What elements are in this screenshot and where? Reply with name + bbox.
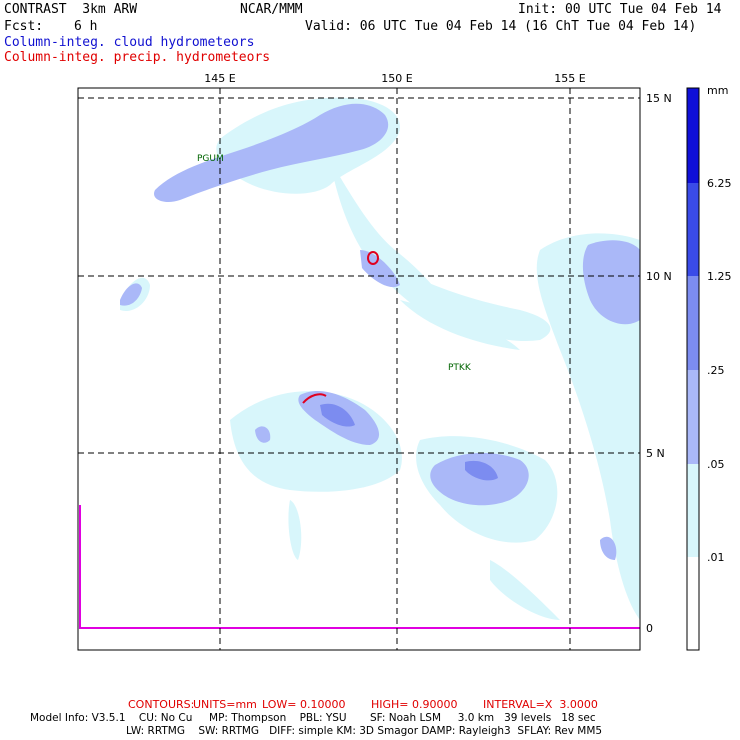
cloud-band-speck-1 [255, 426, 271, 443]
colorbar-level-.25: .25 [707, 364, 725, 377]
station-pgum: PGUM [197, 154, 224, 164]
init-time: Init: 00 UTC Tue 04 Feb 14 [518, 2, 722, 17]
model-title: CONTRAST 3km ARW [4, 2, 138, 17]
colorbar-level-1.25: 1.25 [707, 270, 732, 283]
colorbar-unit: mm [707, 84, 728, 97]
colorbar-level-.05: .05 [707, 458, 725, 471]
map-area [78, 88, 640, 650]
organization: NCAR/MMM [240, 2, 303, 17]
colorbar-swatch-2 [687, 464, 699, 557]
precip-contour-north [367, 251, 379, 265]
valid-time: Valid: 06 UTC Tue 04 Feb 14 (16 ChT Tue … [305, 19, 697, 34]
legend-precip-hydrometeors: Column-integ. precip. hydrometeors [4, 50, 271, 65]
lon-label-145: 145 E [204, 72, 235, 85]
lat-label-10n: 10 N [646, 270, 672, 283]
model-info-line1: Model Info: V3.5.1 CU: No Cu MP: Thompso… [30, 712, 596, 724]
precip-core-south [320, 403, 355, 427]
model-info-line2: LW: RRTMG SW: RRTMG DIFF: simple KM: 3D … [126, 725, 603, 737]
lon-label-155: 155 E [554, 72, 585, 85]
contours-title: CONTOURS: [128, 698, 195, 711]
colorbar-level-.01: .01 [707, 551, 725, 564]
colorbar-swatch-1 [687, 557, 699, 650]
cloud-region-east [536, 233, 640, 620]
colorbar-swatch-5 [687, 183, 699, 276]
cloud-band-core [360, 250, 400, 288]
contours-high: HIGH= 0.90000 [371, 698, 458, 711]
domain-boundary [79, 505, 640, 629]
graticule [78, 88, 640, 650]
forecast-label: Fcst: [4, 19, 44, 34]
colorbar-level-6.25: 6.25 [707, 177, 732, 190]
colorbar-swatch-4 [687, 276, 699, 370]
cloud-region-southwest [288, 500, 302, 560]
lat-label-15n: 15 N [646, 92, 672, 105]
cloud-band-speck-2 [600, 536, 617, 560]
legend-cloud-hydrometeors: Column-integ. cloud hydrometeors [4, 35, 255, 50]
precip-contour-south [302, 393, 327, 404]
contours-low: LOW= 0.10000 [262, 698, 346, 711]
contours-interval: INTERVAL=X 3.0000 [483, 698, 598, 711]
precip-core-southeast [465, 460, 498, 481]
station-ptkk: PTKK [448, 363, 472, 373]
contours-units: UNITS=mm [193, 698, 257, 711]
lat-label-5n: 5 N [646, 447, 665, 460]
colorbar: mm 6.25 1.25 .25 .05 .01 [686, 84, 732, 651]
cloud-band-southeast [430, 453, 529, 506]
colorbar-swatch-6 [687, 88, 699, 183]
lat-label-0: 0 [646, 622, 653, 635]
cloud-region-bottom [490, 560, 560, 620]
hydrometeor-field [79, 97, 640, 629]
cloud-band-west [120, 283, 142, 306]
colorbar-swatch-3 [687, 370, 699, 464]
cloud-band-north [154, 103, 389, 202]
forecast-value: 6 h [74, 19, 98, 34]
cloud-region-central [399, 270, 551, 341]
cloud-region-streak [400, 300, 520, 350]
lon-label-150: 150 E [381, 72, 412, 85]
cloud-band-east [582, 240, 640, 325]
